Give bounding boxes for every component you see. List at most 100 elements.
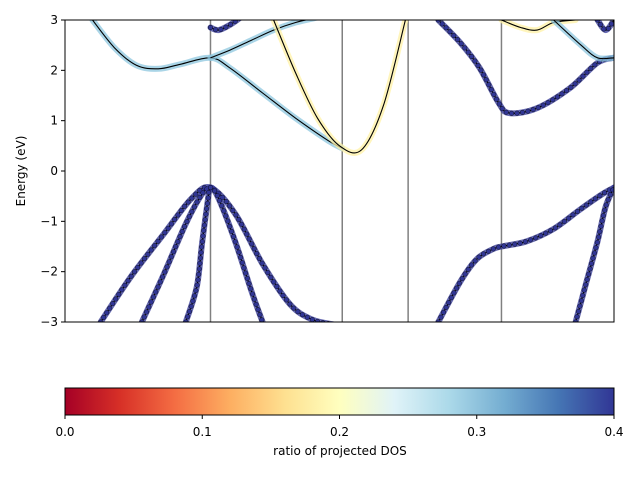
band-13 xyxy=(594,20,614,34)
band-6-marker xyxy=(274,284,280,290)
band-11-marker xyxy=(554,94,560,100)
band-8-marker xyxy=(195,277,201,283)
band-8-marker xyxy=(230,234,236,240)
band-9-marker xyxy=(490,246,496,252)
band-8-marker xyxy=(257,312,263,318)
band-7-marker xyxy=(146,304,152,310)
colorbar-tick-label: 0.1 xyxy=(193,425,212,439)
band-9-marker xyxy=(512,241,518,247)
band-11-marker xyxy=(439,21,445,27)
band-4 xyxy=(498,20,579,34)
band-11-marker xyxy=(465,49,471,55)
band-11-marker xyxy=(475,63,481,69)
band-6-marker xyxy=(145,251,151,257)
band-10-marker xyxy=(589,261,595,267)
band-10-marker xyxy=(597,229,603,235)
band-8-marker xyxy=(223,213,229,219)
band-6-marker xyxy=(251,246,257,252)
band-6-marker xyxy=(239,221,245,227)
band-8-marker xyxy=(234,244,240,250)
band-9-marker xyxy=(538,233,544,239)
band-10-marker xyxy=(581,287,587,293)
band-6-marker xyxy=(175,212,181,218)
band-9-marker xyxy=(438,314,444,320)
band-9-marker xyxy=(465,266,471,272)
band-9-marker xyxy=(496,244,502,250)
y-axis: 3 2 1 0 −1 −2 −3 xyxy=(40,13,65,329)
band-9-marker xyxy=(579,205,585,211)
band-10-marker xyxy=(603,202,609,208)
band-5-marker xyxy=(232,20,238,24)
band-7-marker xyxy=(153,289,159,295)
band-11-marker xyxy=(584,69,590,75)
band-6-marker xyxy=(254,251,260,257)
band-10-marker xyxy=(599,218,605,224)
band-11-marker xyxy=(580,73,586,79)
band-6-marker xyxy=(246,236,252,242)
band-7-marker xyxy=(141,314,147,320)
kpoint-lines xyxy=(209,20,503,322)
band-9-marker xyxy=(597,193,603,199)
band-8-marker xyxy=(191,293,197,299)
band-8-marker xyxy=(197,255,203,261)
band-9-marker xyxy=(443,304,449,310)
band-4-line xyxy=(501,20,576,31)
band-6-marker xyxy=(283,297,289,303)
band-8-marker xyxy=(249,291,255,297)
band-7 xyxy=(138,184,214,322)
band-8-marker xyxy=(212,188,218,194)
band-10-marker xyxy=(607,192,613,198)
band-6-marker xyxy=(230,207,236,213)
band-11-marker xyxy=(588,65,594,71)
band-6-marker xyxy=(223,198,229,204)
band-8-marker xyxy=(253,301,259,307)
band-9-marker xyxy=(462,271,468,277)
band-7-marker xyxy=(164,264,170,270)
band-8-marker xyxy=(193,288,199,294)
band-11-marker xyxy=(535,105,541,111)
band-6-marker xyxy=(98,319,104,322)
band-11-marker xyxy=(493,96,499,102)
band-9-marker xyxy=(543,230,549,236)
band-10-marker xyxy=(605,197,611,203)
band-9-marker xyxy=(574,208,580,214)
band-6-marker xyxy=(271,279,277,285)
band-6-marker xyxy=(320,320,326,322)
band-9-marker xyxy=(602,190,608,196)
band-11-marker xyxy=(568,84,574,90)
colorbar-tick-label: 0.4 xyxy=(604,425,623,439)
band-6-marker xyxy=(265,270,271,276)
band-9-marker xyxy=(472,258,478,264)
y-tick-label: 0 xyxy=(50,164,58,178)
colorbar: 0.0 0.1 0.2 0.3 0.4 ratio of projected DOS xyxy=(55,387,624,458)
band-9-marker xyxy=(485,248,491,254)
band-5-marker xyxy=(223,24,229,30)
band-11-marker xyxy=(455,37,461,43)
band-8-marker xyxy=(185,314,191,320)
band-10-marker xyxy=(576,308,582,314)
band-7-marker xyxy=(177,234,183,240)
band-7-marker xyxy=(170,249,176,255)
band-8-marker xyxy=(197,260,203,266)
band-12 xyxy=(550,20,614,62)
band-9-marker xyxy=(561,218,567,224)
band-10 xyxy=(572,184,614,322)
colorbar-tick-label: 0.2 xyxy=(330,425,349,439)
band-9-marker xyxy=(456,280,462,286)
band-11-marker xyxy=(540,102,546,108)
band-11-marker xyxy=(472,58,478,64)
band-11-marker xyxy=(443,25,449,31)
band-11-marker xyxy=(592,62,598,68)
band-11-marker xyxy=(469,54,475,60)
band-8-marker xyxy=(203,211,209,217)
band-11-marker xyxy=(576,77,582,83)
band-9-marker xyxy=(528,237,534,243)
band-10-marker xyxy=(594,239,600,245)
band-8-marker xyxy=(199,239,205,245)
band-6-marker xyxy=(128,273,134,279)
band-13-marker xyxy=(597,22,603,28)
band-9-marker xyxy=(501,243,507,249)
band-11-marker xyxy=(525,108,531,114)
band-11-marker xyxy=(545,100,551,106)
band-8-marker xyxy=(206,189,212,195)
